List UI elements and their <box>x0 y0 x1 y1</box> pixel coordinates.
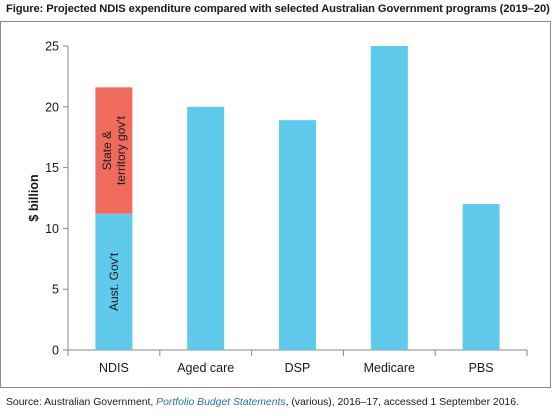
bar-aged-care-aust-gov-t <box>187 106 225 350</box>
bar-dsp-aust-gov-t <box>279 120 316 351</box>
bar-pbs-aust-gov-t <box>462 204 500 350</box>
chart-frame <box>0 21 551 388</box>
source-prefix: Source: Australian Government, <box>6 397 157 408</box>
y-tick-label: 0 <box>52 344 59 358</box>
in-bar-label: Aust. Gov't <box>107 252 121 311</box>
figure-title: Figure: Projected NDIS expenditure compa… <box>6 3 550 15</box>
bar-ndis-aust-gov-t <box>95 213 133 350</box>
in-bar-label: State & territory gov't <box>100 115 128 185</box>
y-axis-title: $ billion <box>27 174 41 221</box>
y-tick-label: 10 <box>45 222 59 236</box>
in-bar-label-line: territory gov't <box>114 115 128 185</box>
y-tick-label: 25 <box>45 40 59 54</box>
in-bar-label-line: Aust. Gov't <box>107 252 121 311</box>
x-tick-label: DSP <box>285 361 311 375</box>
chart-axes: 0 5 10 15 20 25 NDIS Aged care DSP Medicare PBS $ b… <box>27 40 528 375</box>
source-publication: Portfolio Budget Statements <box>156 397 286 408</box>
x-tick-label: Medicare <box>364 361 415 375</box>
bar-ndis-state-territory-gov-t <box>95 87 133 214</box>
in-bar-label-line: State & <box>100 131 114 170</box>
chart-bars <box>95 46 500 351</box>
y-tick-label: 15 <box>45 161 59 175</box>
chart-labels: Aust. Gov't State & territory gov't <box>100 115 128 311</box>
y-tick-label: 5 <box>52 283 59 297</box>
bar-medicare-aust-gov-t <box>370 46 408 350</box>
y-tick-label: 20 <box>45 100 59 114</box>
x-tick-label: Aged care <box>177 361 234 375</box>
x-tick-label: PBS <box>469 361 494 375</box>
figure-source: Source: Australian Government, Portfolio… <box>6 397 519 408</box>
source-suffix: , (various), 2016–17, accessed 1 Septemb… <box>285 397 519 408</box>
x-tick-label: NDIS <box>99 361 129 375</box>
